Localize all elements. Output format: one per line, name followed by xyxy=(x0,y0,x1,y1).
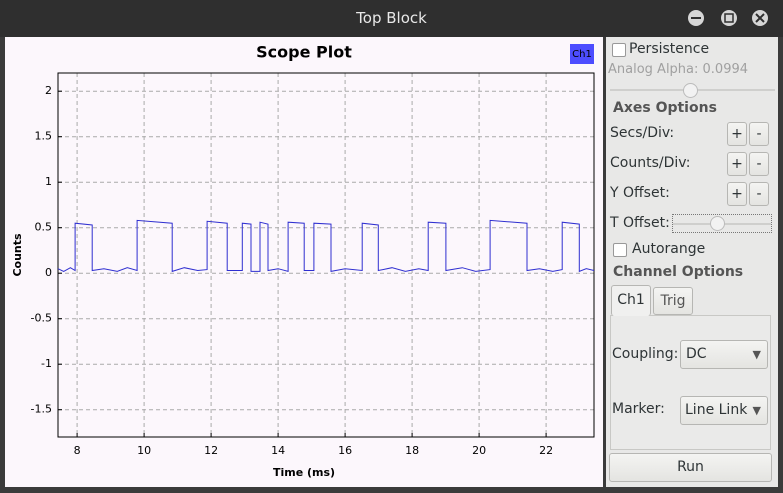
analog-alpha-label: Analog Alpha: 0.0994 xyxy=(608,62,749,77)
maximize-button[interactable] xyxy=(721,10,737,26)
coupling-label: Coupling: xyxy=(612,346,679,362)
autorange-checkbox[interactable] xyxy=(613,243,627,257)
persistence-label: Persistence xyxy=(629,41,710,57)
y-tick-label: -1 xyxy=(41,357,52,370)
y-tick-label: 0 xyxy=(45,266,52,279)
y-tick-label: 0.5 xyxy=(35,221,53,234)
axes-options-header: Axes Options xyxy=(613,100,717,116)
x-tick-label: 22 xyxy=(539,444,553,457)
plot-frame xyxy=(57,72,595,438)
y-tick-label: -1.5 xyxy=(31,403,52,416)
x-axis-label: Time (ms) xyxy=(273,466,335,479)
plot-panel: Scope Plot Time (ms) Counts -1.5 -1 -0.5 0 0… xyxy=(5,37,603,487)
t-offset-label: T Offset: xyxy=(610,215,670,231)
chart-title: Scope Plot xyxy=(256,43,352,62)
x-tick-label: 16 xyxy=(338,444,352,457)
plus-button[interactable]: + xyxy=(727,182,747,206)
y-tick-label: 2 xyxy=(45,84,52,97)
row-label: Counts/Div: xyxy=(610,155,691,171)
persistence-checkbox[interactable] xyxy=(612,43,626,57)
marker-value: Line Link xyxy=(685,402,748,418)
x-tick-label: 14 xyxy=(271,444,285,457)
x-tick-label: 10 xyxy=(137,444,151,457)
y-tick-label: 1.5 xyxy=(35,130,53,143)
window-controls xyxy=(688,10,768,26)
tab-trig[interactable]: Trig xyxy=(653,287,693,315)
run-button[interactable]: Run xyxy=(609,453,772,482)
marker-label: Marker: xyxy=(612,401,665,417)
x-tick-label: 12 xyxy=(204,444,218,457)
t-offset-knob[interactable] xyxy=(710,216,725,231)
plus-button[interactable]: + xyxy=(727,152,747,176)
x-tick-label: 8 xyxy=(74,444,81,457)
coupling-combo[interactable]: DC ▼ xyxy=(680,340,768,369)
x-tick-label: 18 xyxy=(405,444,419,457)
plus-button[interactable]: + xyxy=(727,122,747,146)
window-title: Top Block xyxy=(356,9,427,27)
row-label: Y Offset: xyxy=(610,185,670,201)
tab-ch1[interactable]: Ch1 xyxy=(611,285,651,316)
channel-options-header: Channel Options xyxy=(613,264,744,280)
y-tick-label: 1 xyxy=(45,175,52,188)
marker-combo[interactable]: Line Link ▼ xyxy=(680,396,768,425)
row-label: Secs/Div: xyxy=(610,125,675,141)
minus-button[interactable]: - xyxy=(749,182,769,206)
tab-content xyxy=(610,315,771,450)
y-tick-label: -0.5 xyxy=(31,312,52,325)
signal-line xyxy=(57,219,595,273)
legend-swatch xyxy=(570,44,594,64)
legend-label: Ch1 xyxy=(572,49,592,60)
title-bar: Top Block xyxy=(0,0,783,37)
minus-button[interactable]: - xyxy=(749,152,769,176)
autorange-label: Autorange xyxy=(632,241,706,257)
x-tick-label: 20 xyxy=(472,444,486,457)
alpha-slider-knob[interactable] xyxy=(683,83,698,98)
chart: Scope Plot Time (ms) Counts -1.5 -1 -0.5 0 0… xyxy=(11,43,595,479)
y-axis-label: Counts xyxy=(11,233,24,277)
coupling-value: DC xyxy=(686,346,707,362)
minus-button[interactable]: - xyxy=(749,122,769,146)
